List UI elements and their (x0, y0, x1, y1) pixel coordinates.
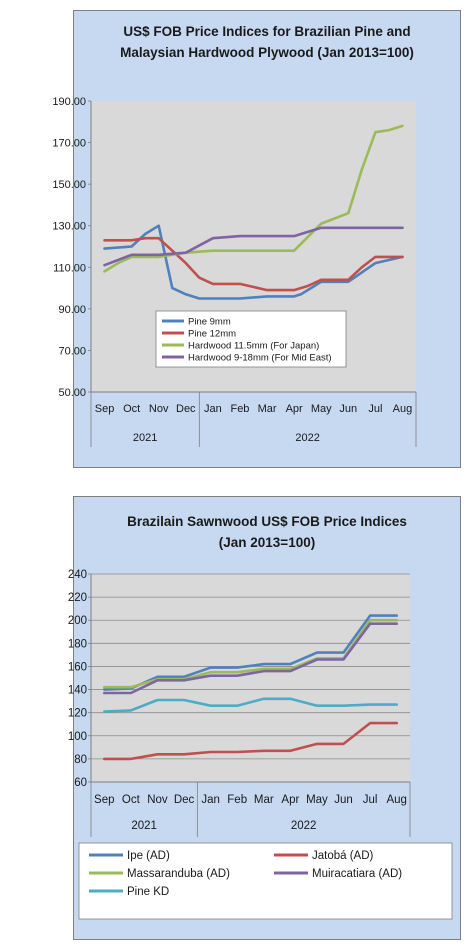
y-tick-label: 90.00 (58, 304, 86, 316)
legend-label: Hardwood 9-18mm (For Mid East) (188, 352, 332, 363)
year-group-label: 2021 (131, 820, 157, 832)
chart-title-line1: US$ FOB Price Indices for Brazilian Pine… (123, 24, 411, 39)
y-tick-label: 110.00 (53, 262, 86, 274)
y-tick-label: 190.00 (52, 96, 86, 108)
chart-title-line1: Brazilain Sawnwood US$ FOB Price Indices (127, 514, 407, 529)
x-category-label: Jun (339, 403, 357, 415)
year-group-label: 2021 (133, 432, 157, 444)
series-line (102, 721, 399, 761)
y-tick-label: 220 (68, 592, 87, 604)
x-category-label: Oct (122, 794, 141, 806)
x-category-label: Sep (94, 794, 114, 806)
legend-label: Hardwood 11.5mm (For Japan) (188, 340, 319, 351)
x-category-label: Feb (230, 403, 249, 415)
plot-area (91, 574, 410, 782)
x-category-label: Oct (123, 403, 140, 415)
legend-label: Pine 12mm (188, 328, 236, 339)
y-tick-label: 150.00 (52, 179, 86, 191)
x-category-label: Jun (334, 794, 353, 806)
sawnwood-chart-svg: 240 220 200 180 160 140 120 100 80 60 Sep Oct Nov Dec… (68, 569, 453, 920)
x-category-label: May (311, 403, 332, 415)
x-category-label: Sep (95, 403, 115, 415)
legend-label: Pine 9mm (188, 316, 231, 327)
y-tick-label: 100 (68, 731, 87, 743)
series-line (103, 236, 404, 292)
series-line (103, 226, 404, 267)
chart-title-line2: Malaysian Hardwood Plywood (Jan 2013=100… (120, 45, 414, 60)
legend-label: Ipe (AD) (127, 850, 170, 862)
y-tick-label: 140 (68, 685, 87, 697)
y-tick-label: 130.00 (52, 221, 86, 233)
x-category-label: Aug (386, 794, 406, 806)
y-tick-label: 60 (74, 777, 87, 789)
series-line (103, 224, 404, 300)
x-category-label: Jul (363, 794, 378, 806)
y-tick-label: 200 (68, 615, 87, 627)
y-tick-label: 180 (68, 638, 87, 650)
series-line (102, 614, 399, 691)
y-tick-label: 170.00 (52, 138, 86, 150)
x-category-label: Mar (258, 403, 277, 415)
x-category-label: Aug (393, 403, 413, 415)
x-category-label: Nov (147, 794, 168, 806)
x-category-label: Dec (174, 794, 195, 806)
legend-label: Jatobá (AD) (312, 850, 374, 862)
legend-box (78, 842, 453, 920)
chart-title-line2: (Jan 2013=100) (218, 535, 316, 550)
plywood-chart-svg: 190.00 170.00 150.00 130.00 110.00 90.00 70.00… (52, 96, 417, 447)
y-tick-label: 80 (74, 754, 87, 766)
x-category-label: Nov (149, 403, 169, 415)
y-tick-label: 240 (68, 569, 87, 581)
plywood-chart-panel: US$ FOB Price Indices for Brazilian Pine… (52, 10, 461, 468)
x-category-label: Apr (281, 794, 299, 806)
y-tick-label: 70.00 (58, 345, 86, 357)
legend-box (155, 310, 347, 368)
series-line (102, 622, 399, 695)
x-category-label: Jul (368, 403, 382, 415)
y-tick-label: 50.00 (58, 387, 86, 399)
series-line (103, 124, 404, 273)
y-tick-label: 160 (68, 661, 87, 673)
series-line (102, 697, 399, 713)
legend-label: Pine KD (127, 886, 169, 898)
legend-label: Muiracatiara (AD) (312, 868, 402, 880)
year-group-label: 2022 (291, 820, 317, 832)
legend-label: Massaranduba (AD) (127, 868, 230, 880)
x-category-label: Jan (201, 794, 220, 806)
sawnwood-chart-panel: Brazilain Sawnwood US$ FOB Price Indices… (68, 496, 461, 940)
year-group-label: 2022 (295, 432, 319, 444)
x-category-label: Apr (286, 403, 303, 415)
x-category-label: Feb (227, 794, 247, 806)
y-tick-label: 120 (68, 708, 87, 720)
x-category-label: Mar (254, 794, 274, 806)
x-category-label: Jan (204, 403, 222, 415)
x-category-label: May (306, 794, 328, 806)
x-category-label: Dec (176, 403, 196, 415)
